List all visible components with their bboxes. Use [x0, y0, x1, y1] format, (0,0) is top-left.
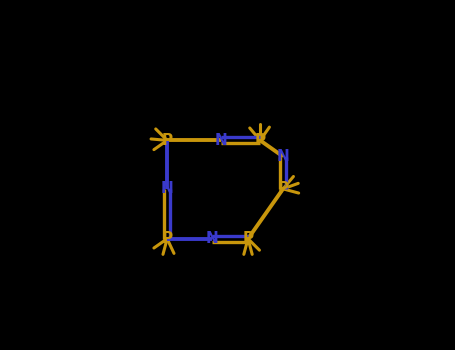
- Text: P: P: [162, 231, 173, 246]
- Text: P: P: [243, 231, 253, 246]
- Text: N: N: [161, 181, 173, 196]
- Text: N: N: [277, 149, 289, 164]
- Text: P: P: [162, 133, 173, 148]
- Text: P: P: [278, 181, 288, 196]
- Text: P: P: [255, 133, 266, 148]
- Text: N: N: [205, 231, 218, 246]
- Text: N: N: [215, 133, 228, 148]
